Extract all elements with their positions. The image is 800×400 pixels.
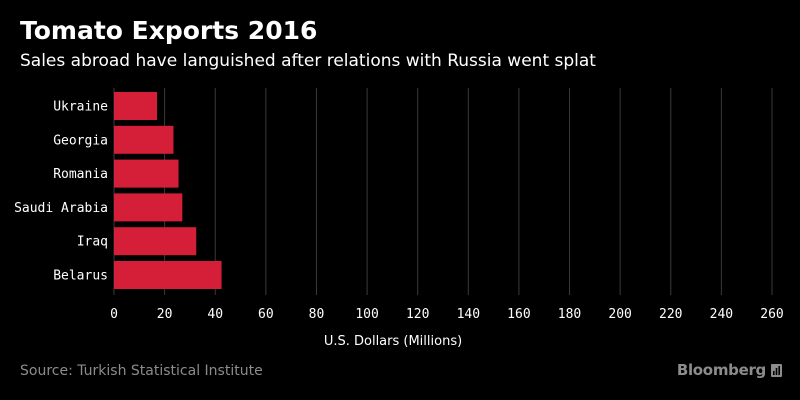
x-tick-label: 20: [157, 307, 173, 322]
brand-name: Bloomberg: [676, 361, 766, 379]
x-tick-label: 260: [760, 307, 783, 322]
x-tick-label: 180: [558, 307, 581, 322]
x-tick-label: 140: [457, 307, 480, 322]
bloomberg-chart-icon: [771, 363, 782, 377]
bars: [114, 92, 222, 289]
gridlines: [113, 88, 773, 295]
x-tick-label: 200: [608, 307, 631, 322]
x-tick-label: 240: [710, 307, 733, 322]
bar: [114, 261, 222, 289]
category-label: Belarus: [53, 269, 108, 284]
x-tick-label: 120: [406, 307, 429, 322]
category-label: Saudi Arabia: [14, 201, 108, 216]
bar: [114, 125, 174, 154]
brand-logo: Bloomberg: [677, 361, 782, 379]
x-tick-label: 100: [355, 307, 378, 322]
category-label: Georgia: [53, 133, 108, 148]
x-tick-label: 80: [309, 307, 325, 322]
bar: [114, 227, 197, 256]
bar: [114, 193, 183, 222]
chart-title: Tomato Exports 2016: [20, 16, 318, 45]
x-tick-label: 0: [110, 307, 118, 322]
chart-subtitle: Sales abroad have languished after relat…: [20, 51, 596, 71]
category-labels: Ukraine Georgia Romania Saudi Arabia Iraq Bel…: [14, 100, 108, 284]
x-tick-label: 160: [507, 307, 530, 322]
x-tick-label: 40: [207, 307, 223, 322]
source-note: Source: Turkish Statistical Institute: [20, 363, 263, 379]
x-tick-label: 60: [258, 307, 274, 322]
bar: [114, 159, 179, 188]
category-label: Romania: [53, 167, 108, 182]
x-tick-label: 220: [659, 307, 682, 322]
x-tick-labels: 0 20 40 60 80 100 120 140 160 180 200 220 240 260: [110, 307, 784, 322]
category-label: Ukraine: [53, 100, 108, 115]
category-label: Iraq: [77, 235, 108, 250]
bar: [114, 92, 158, 120]
x-axis-label: U.S. Dollars (Millions): [324, 334, 462, 349]
